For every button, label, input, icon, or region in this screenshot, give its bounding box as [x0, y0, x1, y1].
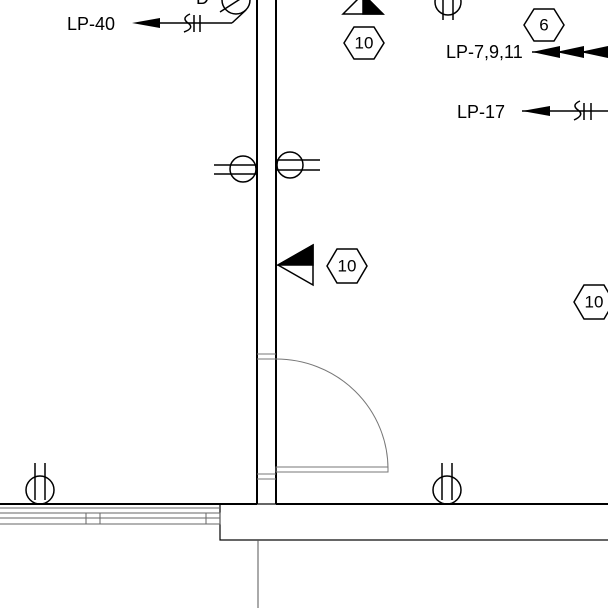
- clipped-label-fragment: D: [196, 0, 209, 8]
- receptacle-wall-left: [214, 155, 257, 183]
- receptacle-bottom-left: [25, 463, 55, 505]
- window-frame: [0, 507, 221, 525]
- receptacle-top-center: [434, 0, 462, 20]
- door-swing-arc: [275, 358, 389, 470]
- data-outlet-top: [341, 0, 385, 15]
- hex-tag-top-center: 10: [343, 26, 385, 60]
- receptacle-wall-right: [276, 151, 320, 179]
- hex-tag-top-center-label: 10: [355, 34, 374, 53]
- receptacle-bottom-center: [432, 463, 462, 505]
- hex-tag-wall-device-label: 10: [338, 257, 357, 276]
- homerun-lp40: [132, 9, 247, 33]
- circuit-label-lp17: LP-17: [457, 102, 505, 122]
- circuit-label-lp40: LP-40: [67, 14, 115, 34]
- hex-tag-top-right-label: 6: [539, 16, 548, 35]
- hex-tag-right-edge-label: 10: [585, 293, 604, 312]
- homerun-lp17: [522, 100, 608, 121]
- circuit-label-lp7911: LP-7,9,11: [446, 42, 523, 62]
- hex-tag-wall-device: 10: [326, 248, 368, 284]
- door-leaf: [275, 466, 389, 473]
- data-outlet-wall: [275, 243, 314, 287]
- door: [257, 353, 389, 480]
- hex-tag-top-right: 6: [523, 8, 565, 42]
- wall-base-slab: [219, 503, 608, 541]
- hex-tag-right-edge: 10: [573, 284, 608, 320]
- receptacle-top-left: [219, 0, 251, 15]
- homerun-lp7911: [532, 46, 608, 58]
